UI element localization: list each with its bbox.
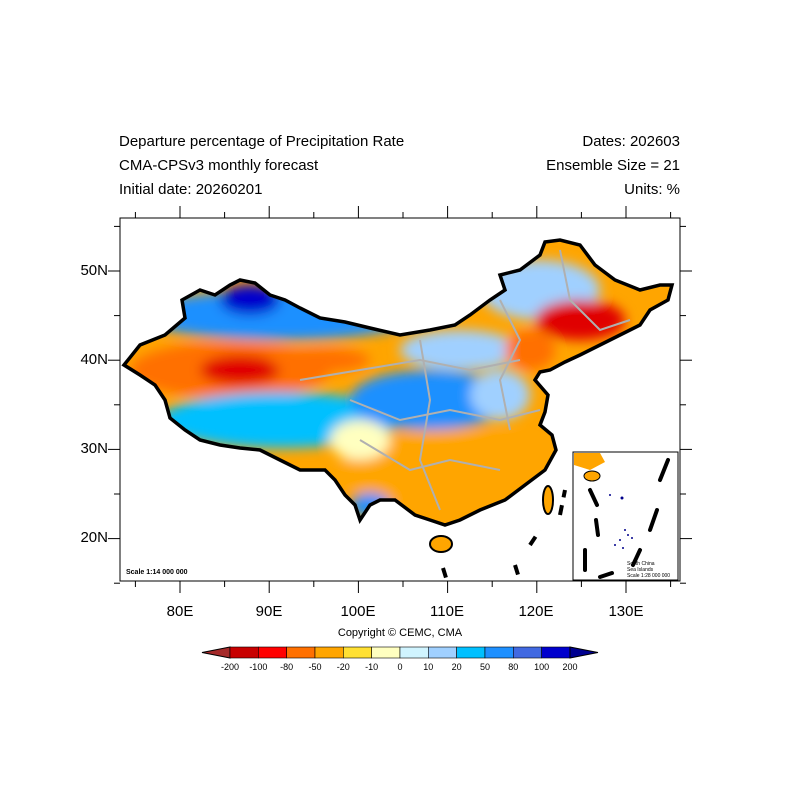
colorbar-box — [399, 646, 429, 659]
colorbar-box — [314, 646, 344, 659]
dates-label: Dates: 202603 — [582, 133, 680, 150]
colorbar-low-arrow — [201, 646, 231, 659]
lat-label: 50N — [80, 262, 108, 279]
title-line-2: CMA-CPSv3 monthly forecast — [119, 157, 319, 174]
colorbar-label: -100 — [249, 662, 268, 672]
colorbar-label: 50 — [479, 662, 490, 672]
inset-label: Scale 1:28 000 000 — [627, 573, 671, 579]
hainan-island — [429, 535, 453, 553]
lon-label: 130E — [608, 603, 644, 620]
colorbar-label: 20 — [451, 662, 462, 672]
lon-label: 80E — [166, 603, 194, 620]
lat-label: 30N — [80, 440, 108, 457]
colorbar-box — [484, 646, 514, 659]
colorbar-label: 200 — [562, 662, 578, 672]
colorbar-label: 10 — [423, 662, 434, 672]
colorbar-box — [456, 646, 486, 659]
lon-label: 110E — [430, 603, 464, 620]
colorbar-box — [541, 646, 571, 659]
colorbar-label: -20 — [336, 662, 350, 672]
inset-label: South China — [627, 561, 655, 567]
colorbar-label: -10 — [365, 662, 379, 672]
lon-label: 100E — [340, 603, 376, 620]
colorbar-label: 80 — [508, 662, 519, 672]
inset-caption: South China Sea Islands Scale 1:28 000 0… — [627, 561, 670, 579]
inset-label: Sea Islands — [627, 567, 654, 573]
colorbar-box — [229, 646, 259, 659]
copyright: Copyright © CEMC, CMA — [337, 627, 463, 639]
lon-label: 90E — [255, 603, 283, 620]
nine-dash-line — [441, 489, 567, 582]
ensemble-label: Ensemble Size = 21 — [546, 157, 680, 174]
colorbar-label: 100 — [534, 662, 550, 672]
inset-south-china-sea — [572, 451, 679, 581]
title-line-3: Initial date: 20260201 — [119, 181, 263, 198]
lat-label: 40N — [80, 351, 108, 368]
colorbar-high-arrow — [569, 646, 599, 659]
colorbar-box — [286, 646, 316, 659]
title-line-1: Departure percentage of Precipitation Ra… — [119, 133, 405, 150]
colorbar-box — [343, 646, 372, 659]
colorbar-label: -200 — [220, 662, 239, 672]
taiwan-island — [542, 485, 554, 515]
lon-label: 120E — [518, 603, 554, 620]
lat-label: 20N — [80, 529, 108, 546]
colorbar-box — [428, 646, 457, 659]
map-scale: Scale 1:14 000 000 — [126, 569, 188, 576]
colorbar-box — [258, 646, 287, 659]
map-frame — [119, 217, 681, 582]
colorbar-label: -50 — [308, 662, 322, 672]
colorbar-label: 0 — [397, 662, 403, 672]
units-label: Units: % — [624, 181, 680, 198]
colorbar-label: -80 — [280, 662, 294, 672]
colorbar-box — [512, 646, 542, 659]
colorbar-box — [371, 646, 401, 659]
